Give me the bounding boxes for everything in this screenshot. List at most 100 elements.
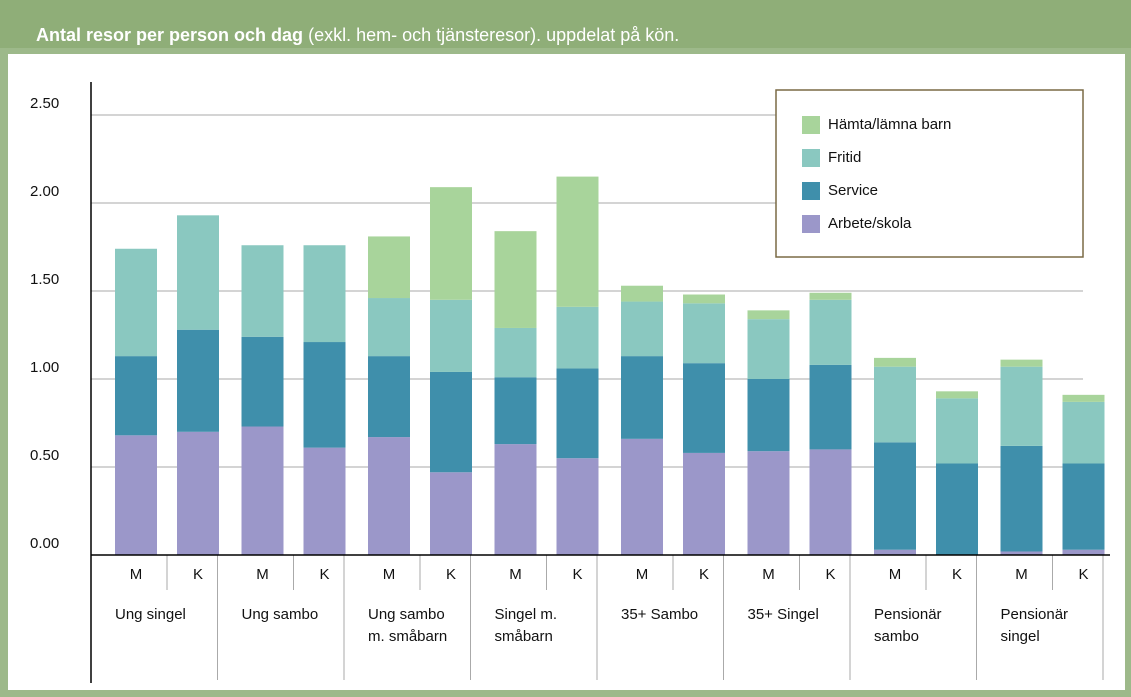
x-tick-label: K: [446, 566, 456, 583]
bar-segment: [241, 245, 284, 337]
header: [0, 0, 1131, 48]
bar-segment: [430, 472, 472, 555]
x-tick-label: M: [636, 566, 649, 583]
legend-label: Hämta/lämna barn: [828, 116, 951, 133]
y-tick-label: 0.50: [30, 447, 59, 464]
chart-title: Antal resor per person och dag: [36, 25, 303, 45]
bar-segment: [241, 426, 284, 555]
bar-segment: [430, 371, 472, 473]
chart-subtitle: (exkl. hem- och tjänsteresor). uppdelat …: [308, 25, 679, 45]
bar-segment: [809, 299, 852, 365]
bar-segment: [936, 398, 978, 464]
x-tick-label: K: [952, 566, 962, 583]
y-tick-label: 1.50: [30, 271, 59, 288]
bar-segment: [747, 319, 790, 379]
bar-segment: [494, 444, 537, 555]
bar-segment: [556, 458, 599, 555]
group-label: Ung singel: [115, 606, 186, 623]
bar-segment: [747, 451, 790, 555]
bar-segment: [1062, 549, 1105, 555]
bar-segment: [241, 336, 284, 427]
y-tick-label: 1.00: [30, 359, 59, 376]
bar-segment: [621, 438, 663, 555]
x-tick-label: K: [825, 566, 835, 583]
x-tick-label: M: [130, 566, 143, 583]
x-tick-label: K: [699, 566, 709, 583]
bar-segment: [1000, 551, 1043, 555]
bar-segment: [936, 463, 978, 555]
bar-segment: [683, 452, 725, 555]
x-tick-label: M: [1015, 566, 1028, 583]
bar-segment: [936, 391, 978, 399]
group-label: Pensionär: [1001, 606, 1069, 623]
x-tick-label: M: [889, 566, 902, 583]
group-label: 35+ Singel: [748, 606, 819, 623]
bar-segment: [115, 248, 157, 357]
bar-segment: [494, 377, 537, 445]
bar-segment: [621, 285, 663, 302]
bar-segment: [1000, 366, 1043, 446]
bar-segment: [1062, 401, 1105, 464]
bar-segment: [874, 366, 916, 443]
chart-title-line: Antal resor per person och dag (exkl. he…: [36, 25, 679, 45]
bar-segment: [1000, 445, 1043, 552]
bar-segment: [303, 447, 346, 555]
bar-segment: [874, 442, 916, 550]
bar-segment: [115, 356, 157, 436]
x-tick-label: K: [1078, 566, 1088, 583]
bar-segment: [621, 301, 663, 357]
x-tick-label: K: [193, 566, 203, 583]
x-tick-label: M: [762, 566, 775, 583]
legend-box: [775, 89, 1084, 258]
legend-swatch: [802, 149, 820, 167]
group-label: singel: [1001, 628, 1040, 645]
group-label: sambo: [874, 628, 919, 645]
y-tick-label: 2.50: [30, 95, 59, 112]
bar-segment: [874, 549, 916, 555]
bar-segment: [430, 299, 472, 372]
bar-segment: [177, 431, 219, 555]
legend-label: Arbete/skola: [828, 215, 912, 232]
group-label: m. småbarn: [368, 628, 447, 645]
y-tick-label: 0.00: [30, 535, 59, 552]
x-tick-label: M: [256, 566, 269, 583]
x-tick-label: M: [509, 566, 522, 583]
bar-segment: [368, 356, 410, 438]
x-tick-label: K: [572, 566, 582, 583]
bar-segment: [683, 363, 725, 453]
legend-label: Fritid: [828, 149, 861, 166]
bar-segment: [368, 236, 410, 299]
legend-swatch: [802, 215, 820, 233]
bar-segment: [874, 357, 916, 367]
bar-segment: [1062, 394, 1105, 402]
x-tick-label: K: [319, 566, 329, 583]
bar-segment: [494, 327, 537, 378]
bar-segment: [683, 294, 725, 304]
legend-swatch: [802, 116, 820, 134]
bar-segment: [494, 231, 537, 328]
bar-segment: [556, 176, 599, 307]
bar-segment: [1062, 463, 1105, 550]
bar-segment: [809, 292, 852, 300]
bar-segment: [430, 187, 472, 300]
group-label: Ung sambo: [368, 606, 445, 623]
bar-segment: [303, 342, 346, 448]
y-tick-label: 2.00: [30, 183, 59, 200]
bar-segment: [747, 310, 790, 320]
bar-segment: [303, 245, 346, 343]
bar-segment: [177, 329, 219, 432]
bar-segment: [683, 303, 725, 364]
bar-segment: [556, 368, 599, 459]
legend-label: Service: [828, 182, 878, 199]
bar-segment: [368, 298, 410, 357]
x-tick-label: M: [383, 566, 396, 583]
group-label: 35+ Sambo: [621, 606, 698, 623]
bar-segment: [621, 356, 663, 439]
bar-segment: [747, 379, 790, 452]
legend-swatch: [802, 182, 820, 200]
group-label: Ung sambo: [242, 606, 319, 623]
bar-segment: [115, 435, 157, 555]
bar-segment: [809, 364, 852, 450]
group-label: Pensionär: [874, 606, 942, 623]
